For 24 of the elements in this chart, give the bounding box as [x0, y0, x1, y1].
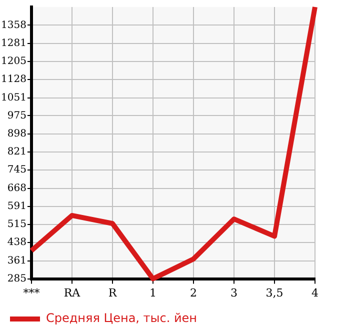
y-tick-label: 898: [7, 128, 26, 140]
x-tick-label: ***: [23, 286, 40, 300]
x-tick-label: 2: [190, 286, 197, 300]
legend-label: Средняя Цена, тыс. йен: [46, 311, 198, 326]
y-tick-label: 1205: [0, 56, 26, 67]
y-tick-label: 1051: [0, 92, 26, 104]
x-tick-label: RA: [64, 286, 82, 300]
x-tick-label: 3: [230, 286, 238, 300]
y-tick-label: 821: [7, 146, 26, 158]
y-tick-label: 1128: [0, 74, 26, 86]
x-tick-label: R: [108, 286, 118, 300]
y-tick-label: 438: [7, 237, 26, 248]
y-tick-label: 1281: [0, 38, 26, 49]
y-tick-label: 745: [7, 164, 26, 176]
y-tick-label: 285: [7, 273, 26, 284]
y-tick-label: 361: [7, 255, 26, 266]
y-tick-label: 1358: [0, 20, 26, 31]
y-tick-label: 668: [7, 182, 26, 194]
y-tick-label: 515: [7, 219, 26, 230]
y-tick-label: 975: [7, 110, 26, 122]
x-tick-label: 4: [312, 286, 318, 300]
x-tick-label: 1: [149, 286, 156, 300]
y-tick-label: 591: [7, 201, 26, 212]
x-tick-label: 3,5: [266, 286, 284, 300]
